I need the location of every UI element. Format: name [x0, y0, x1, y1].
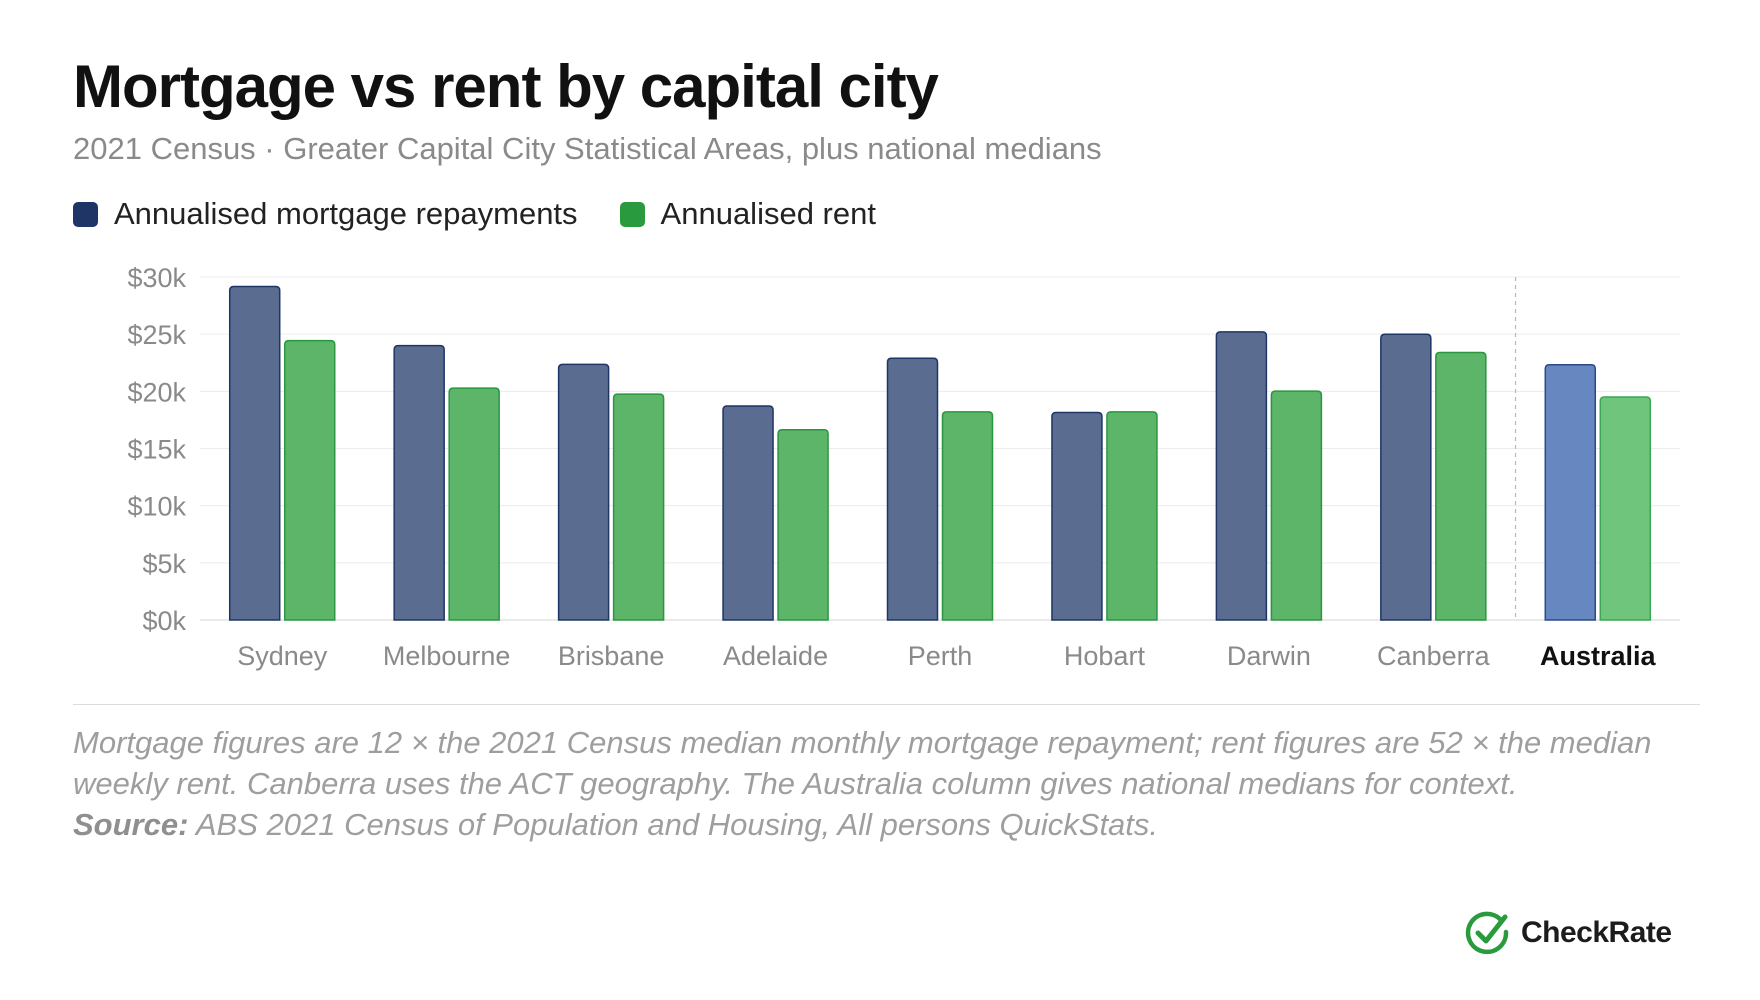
bar-mortgage-hobart: [1051, 411, 1103, 621]
bar-mortgage-canberra: [1380, 333, 1432, 621]
x-tick-label: Perth: [908, 641, 973, 671]
y-tick-label: $20k: [127, 377, 186, 407]
legend-swatch-rent: [619, 201, 645, 227]
y-tick-label: $30k: [127, 263, 186, 293]
bar-mortgage-adelaide: [722, 405, 774, 621]
source-label: Source:: [73, 807, 189, 842]
bar-mortgage-australia: [1544, 364, 1597, 621]
bar-mortgage-perth: [886, 357, 939, 621]
bar-rent-sydney: [283, 339, 336, 621]
bar-rent-canberra: [1435, 351, 1487, 621]
footnote: Mortgage figures are 12 × the 2021 Censu…: [73, 722, 1673, 845]
y-tick-label: $0k: [142, 606, 186, 636]
bar-rent-hobart: [1106, 411, 1158, 621]
x-tick-label: Sydney: [237, 641, 328, 671]
x-tick-label: Hobart: [1064, 641, 1146, 671]
y-tick-label: $5k: [142, 549, 186, 579]
bar-mortgage-melbourne: [393, 344, 445, 621]
x-tick-label: Melbourne: [383, 641, 511, 671]
legend-item-mortgage: Annualised mortgage repayments: [73, 196, 578, 232]
x-tick-label: Canberra: [1377, 641, 1491, 671]
legend-label-mortgage: Annualised mortgage repayments: [114, 196, 578, 231]
bar-rent-australia: [1599, 396, 1652, 621]
source-text: ABS 2021 Census of Population and Housin…: [188, 807, 1159, 842]
bar-rent-brisbane: [612, 393, 665, 621]
brand-logo: CheckRate: [1465, 910, 1672, 956]
bar-mortgage-darwin: [1215, 331, 1268, 621]
notes-divider: [73, 704, 1700, 705]
legend-item-rent: Annualised rent: [619, 196, 876, 232]
x-tick-label: Darwin: [1227, 641, 1311, 671]
bar-chart: $0k $5k $10k $15k $20k $25k $30k Sydney Melbourn…: [127, 263, 1680, 671]
y-tick-label: $15k: [127, 435, 186, 465]
x-tick-label: Australia: [1540, 641, 1657, 671]
x-tick-label: Brisbane: [558, 641, 665, 671]
bar-rent-darwin: [1270, 390, 1323, 621]
legend-label-rent: Annualised rent: [660, 196, 876, 231]
chart-subtitle: 2021 Census · Greater Capital City Stati…: [73, 131, 1102, 166]
bar-rent-melbourne: [448, 387, 500, 621]
brand-name: CheckRate: [1521, 916, 1672, 949]
bar-mortgage-sydney: [228, 285, 281, 621]
footnote-text: Mortgage figures are 12 × the 2021 Censu…: [73, 725, 1652, 801]
legend-swatch-mortgage: [73, 201, 98, 227]
y-tick-label: $10k: [127, 492, 186, 522]
checkmark-circle-icon: [1465, 911, 1509, 955]
bar-rent-adelaide: [777, 428, 829, 621]
bar-mortgage-brisbane: [557, 363, 610, 621]
chart-title: Mortgage vs rent by capital city: [73, 53, 939, 120]
legend: Annualised mortgage repayments Annualise…: [73, 196, 918, 232]
y-tick-label: $25k: [127, 320, 186, 350]
x-tick-label: Adelaide: [723, 641, 828, 671]
bar-rent-perth: [941, 411, 994, 621]
